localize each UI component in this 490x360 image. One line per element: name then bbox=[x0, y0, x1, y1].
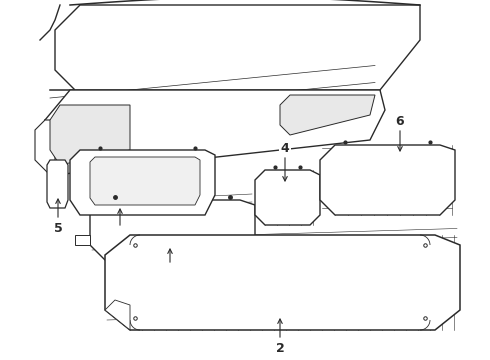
Polygon shape bbox=[320, 145, 455, 215]
Polygon shape bbox=[90, 200, 255, 260]
Text: 4: 4 bbox=[281, 141, 290, 154]
Polygon shape bbox=[70, 150, 215, 215]
Polygon shape bbox=[105, 235, 460, 330]
Polygon shape bbox=[255, 170, 320, 225]
Polygon shape bbox=[35, 120, 55, 175]
Polygon shape bbox=[75, 235, 90, 245]
Text: 6: 6 bbox=[396, 114, 404, 127]
Polygon shape bbox=[105, 300, 130, 330]
Polygon shape bbox=[47, 160, 68, 208]
Text: 5: 5 bbox=[53, 221, 62, 234]
Polygon shape bbox=[45, 90, 385, 175]
Text: 3: 3 bbox=[166, 266, 174, 279]
Polygon shape bbox=[50, 105, 130, 165]
Polygon shape bbox=[280, 95, 375, 135]
Polygon shape bbox=[55, 5, 420, 90]
Text: 1: 1 bbox=[116, 229, 124, 242]
Polygon shape bbox=[90, 157, 200, 205]
Text: 2: 2 bbox=[275, 342, 284, 355]
